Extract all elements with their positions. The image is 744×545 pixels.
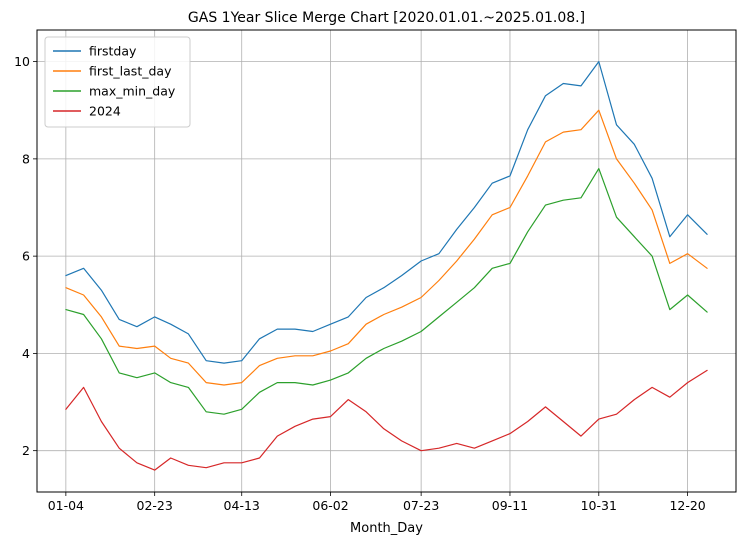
grid (37, 30, 736, 492)
series-line-max-min-day (65, 168, 708, 415)
legend: firstday first_last_day max_min_day 2024 (44, 36, 191, 128)
legend-box (44, 36, 191, 128)
series-lines (65, 60, 708, 471)
x-tick-label: 02-23 (137, 498, 173, 513)
series-line-first-last-day (65, 109, 708, 386)
x-tick-label: 09-11 (492, 498, 528, 513)
y-tick-label: 8 (22, 151, 30, 166)
plot-area-frame (36, 29, 737, 493)
y-tick-label: 10 (14, 54, 30, 69)
axis-ticks: 01-04 02-23 04-13 06-02 07-23 09-11 10-31 12-20… (14, 54, 706, 513)
series-line-firstday (65, 60, 708, 364)
chart-title: GAS 1Year Slice Merge Chart [2020.01.01.… (188, 10, 585, 26)
x-tick-label: 12-20 (669, 498, 705, 513)
x-tick-label: 04-13 (224, 498, 260, 513)
x-tick-label: 10-31 (581, 498, 617, 513)
legend-label: 2024 (89, 104, 121, 119)
x-axis-title: Month_Day (350, 521, 423, 536)
x-tick-label: 06-02 (312, 498, 348, 513)
series-line-2024 (65, 369, 708, 471)
legend-label: firstday (89, 44, 137, 59)
x-tick-label: 07-23 (403, 498, 439, 513)
legend-label: max_min_day (89, 84, 176, 99)
legend-label: first_last_day (89, 64, 172, 79)
y-tick-label: 6 (22, 249, 30, 264)
y-tick-label: 2 (22, 443, 30, 458)
x-tick-label: 01-04 (48, 498, 84, 513)
y-tick-label: 4 (22, 346, 30, 361)
